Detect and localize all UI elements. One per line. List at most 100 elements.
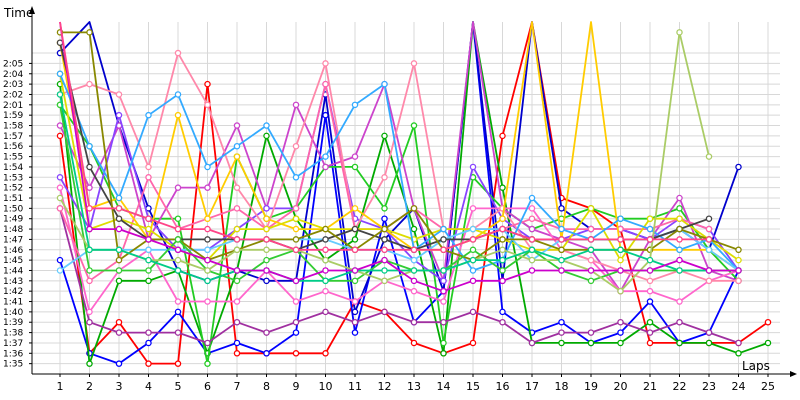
- data-point: [86, 267, 93, 274]
- y-tick-label: 1:44: [3, 266, 23, 276]
- data-point: [705, 236, 713, 243]
- data-point: [86, 142, 93, 150]
- data-point: [646, 329, 654, 336]
- series-line: [59, 52, 739, 282]
- y-tick-label: 1:48: [3, 225, 23, 235]
- data-point: [174, 236, 182, 243]
- data-point: [351, 277, 359, 285]
- x-tick-label: 15: [466, 380, 480, 393]
- data-point: [351, 246, 359, 254]
- data-point: [322, 60, 329, 67]
- y-tick-label: 1:41: [3, 298, 23, 308]
- data-point: [528, 215, 536, 222]
- series-line: [59, 21, 739, 293]
- x-tick-label: 20: [614, 380, 628, 393]
- data-point: [499, 318, 506, 326]
- series-line: [59, 21, 739, 293]
- data-point: [115, 194, 123, 202]
- data-point: [145, 256, 152, 264]
- y-tick-label: 1:47: [3, 235, 23, 245]
- y-tick-label: 2:02: [3, 90, 23, 100]
- data-point: [705, 153, 713, 160]
- data-point: [204, 277, 211, 285]
- x-tick-label: 13: [407, 380, 421, 393]
- data-point: [617, 267, 624, 274]
- data-point: [735, 277, 742, 285]
- data-point: [115, 318, 123, 326]
- data-point: [469, 246, 477, 254]
- data-point: [204, 360, 211, 367]
- data-point: [292, 215, 300, 222]
- data-point: [381, 236, 388, 243]
- data-point: [381, 277, 388, 285]
- y-tick-label: 1:54: [3, 163, 23, 173]
- y-tick-label: 2:05: [3, 59, 23, 69]
- data-point: [174, 111, 182, 119]
- series-line: [59, 73, 740, 261]
- x-tick-label: 8: [263, 380, 270, 393]
- data-point: [410, 60, 418, 67]
- data-point: [617, 215, 624, 222]
- data-point: [204, 215, 211, 222]
- data-point: [381, 267, 388, 274]
- data-point: [292, 205, 300, 212]
- data-point: [499, 215, 506, 222]
- data-point: [322, 350, 329, 357]
- data-point: [174, 308, 182, 316]
- data-point: [292, 174, 300, 181]
- data-point: [263, 122, 270, 129]
- data-point: [292, 225, 300, 233]
- y-tick-label: 1:52: [3, 184, 23, 194]
- data-point: [322, 256, 329, 264]
- x-tick-label: 24: [732, 380, 746, 393]
- data-point: [292, 236, 300, 243]
- data-point: [410, 267, 418, 274]
- data-point: [646, 225, 654, 233]
- x-axis-arrow-icon: [790, 371, 797, 377]
- data-point: [499, 267, 506, 274]
- data-point: [528, 339, 536, 347]
- data-point: [86, 184, 93, 191]
- data-point: [499, 132, 506, 140]
- data-point: [528, 225, 536, 233]
- data-point: [145, 111, 152, 119]
- y-tick-label: 1:50: [3, 204, 23, 214]
- x-tick-label: 19: [584, 380, 598, 393]
- data-point: [735, 350, 742, 357]
- data-point: [115, 205, 123, 212]
- y-tick-label: 1:49: [3, 215, 23, 225]
- data-point: [174, 215, 182, 222]
- y-tick-label: 1:57: [3, 132, 23, 142]
- x-tick-label: 1: [57, 380, 64, 393]
- data-point: [410, 205, 418, 212]
- data-point: [764, 339, 772, 347]
- data-point: [86, 318, 93, 326]
- data-point: [676, 246, 683, 254]
- data-point: [204, 267, 211, 274]
- data-point: [558, 246, 565, 254]
- data-point: [145, 329, 152, 336]
- data-point: [322, 267, 329, 274]
- data-point: [174, 267, 182, 274]
- data-point: [351, 267, 359, 274]
- data-point: [528, 236, 536, 243]
- series-line: [60, 31, 739, 261]
- series-line: [59, 208, 739, 344]
- y-tick-label: 1:51: [3, 194, 23, 204]
- data-point: [322, 163, 329, 171]
- data-point: [676, 267, 683, 274]
- data-point: [56, 184, 64, 191]
- data-point: [735, 246, 742, 254]
- data-point: [204, 339, 211, 347]
- data-point: [145, 246, 152, 254]
- data-point: [115, 256, 123, 264]
- data-point: [440, 277, 447, 285]
- data-point: [469, 163, 477, 171]
- data-point: [410, 256, 418, 264]
- y-axis-title: Time: [3, 6, 33, 20]
- data-point: [410, 246, 418, 254]
- data-point: [410, 287, 418, 295]
- y-tick-label: 1:37: [3, 339, 23, 349]
